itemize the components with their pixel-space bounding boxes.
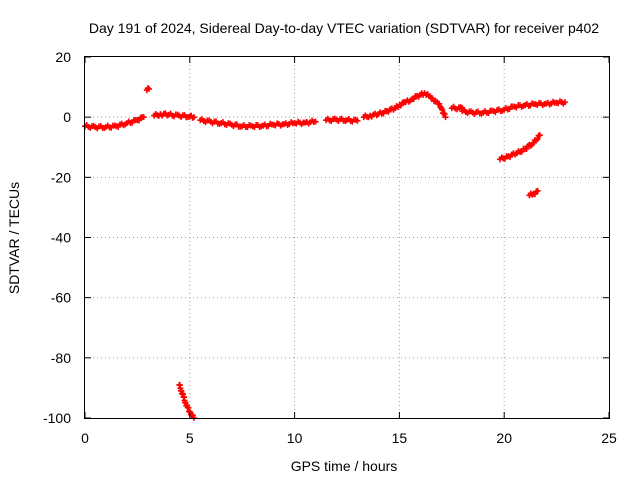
data-point-fill [439, 106, 446, 113]
data-point-fill [436, 100, 443, 107]
x-tick-label: 5 [186, 430, 194, 446]
x-tick-label: 25 [601, 430, 617, 446]
y-tick-label: -80 [51, 350, 71, 366]
x-tick-label: 10 [287, 430, 303, 446]
x-tick-labels: 0 5 10 15 20 25 [81, 430, 617, 446]
data-point [190, 114, 197, 121]
y-tick-label: -100 [43, 410, 71, 426]
y-tick-label: -20 [51, 169, 71, 185]
data-point-fill [441, 111, 448, 118]
x-tick-label: 20 [496, 430, 512, 446]
x-axis-label: GPS time / hours [291, 458, 398, 474]
data-point [561, 99, 568, 106]
chart-title: Day 191 of 2024, Sidereal Day-to-day VTE… [89, 20, 599, 36]
x-tick-label: 0 [81, 430, 89, 446]
data-point [536, 132, 543, 139]
y-axis-label: SDTVAR / TECUs [6, 182, 22, 294]
data-point [354, 117, 361, 124]
data-point [442, 114, 449, 121]
data-point [145, 85, 152, 92]
data-point-fill [534, 136, 541, 143]
y-tick-labels: 20 0 -20 -40 -60 -80 -100 [43, 49, 71, 426]
plot-frame [84, 56, 610, 419]
data-point [534, 187, 541, 194]
y-tick-label: 0 [63, 109, 71, 125]
y-tick-label: -40 [51, 230, 71, 246]
data-point [312, 118, 319, 125]
y-tick-label: -60 [51, 290, 71, 306]
y-tick-label: 20 [55, 49, 71, 65]
axis-ticks [84, 56, 610, 419]
x-tick-label: 15 [392, 430, 408, 446]
data-points [82, 85, 568, 421]
data-point [140, 114, 147, 121]
grid-lines [85, 57, 609, 418]
